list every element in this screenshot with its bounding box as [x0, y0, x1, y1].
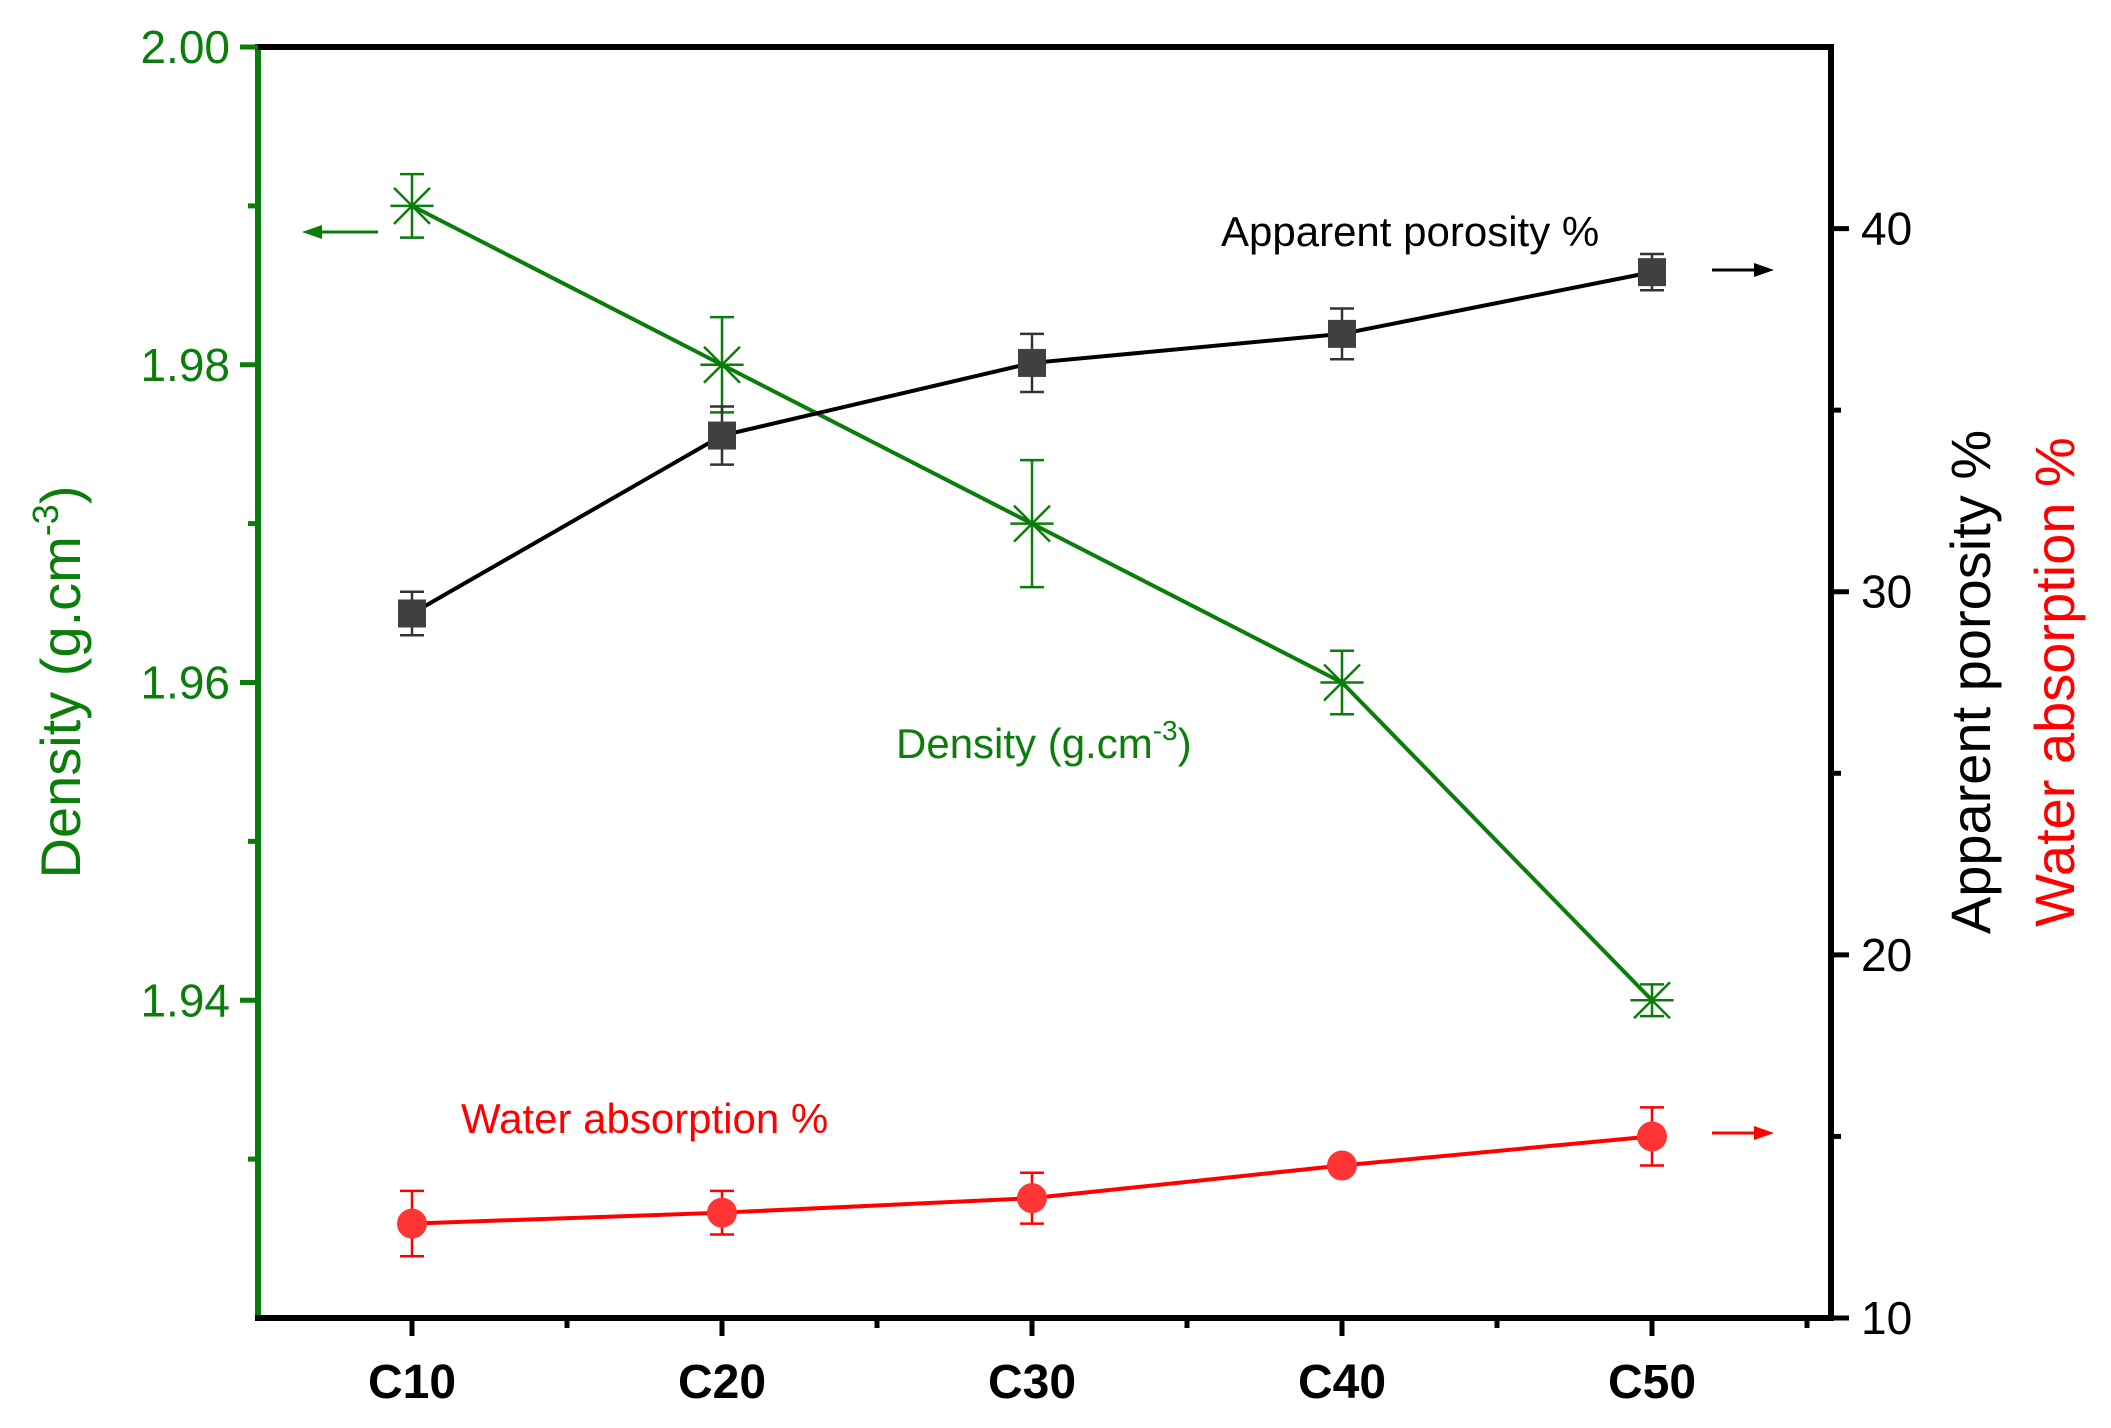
density-point: [390, 186, 434, 225]
porosity-annotation: Apparent porosity %: [1221, 208, 1599, 255]
density-annotation-sup: -3: [1153, 715, 1178, 746]
water-absorption-axis-arrow: [1712, 1126, 1774, 1140]
density-series: [390, 172, 1674, 1020]
density-annotation-close: ): [1178, 720, 1192, 767]
right-tick-label: 20: [1861, 929, 1912, 981]
left-axis-title-sup: -3: [25, 504, 66, 536]
x-tick-label: C20: [678, 1356, 766, 1409]
density-point: [1630, 981, 1674, 1020]
right-axis-title-water-absorption: Water absorption %: [2023, 437, 2086, 927]
water-absorption-series: [397, 1106, 1667, 1258]
water-absorption-point: [1637, 1121, 1667, 1152]
left-tick-label: 1.96: [140, 657, 230, 709]
right-tick-label: 30: [1861, 566, 1912, 618]
density-point: [1320, 663, 1364, 702]
right-axis-title-porosity: Apparent porosity %: [1939, 430, 2002, 934]
x-tick-label: C40: [1298, 1356, 1386, 1409]
water-absorption-point: [707, 1197, 737, 1228]
porosity-point: [1018, 348, 1046, 377]
water-absorption-point: [397, 1208, 427, 1239]
porosity-point: [708, 421, 736, 450]
density-line: [411, 204, 1654, 1002]
left-tick-label: 2.00: [140, 21, 230, 73]
x-axis-ticks: C10 C20 C30 C40 C50: [368, 1318, 1810, 1409]
water-absorption-point: [1017, 1183, 1047, 1214]
water-absorption-annotation: Water absorption %: [461, 1095, 828, 1142]
porosity-series: [398, 252, 1666, 637]
density-point: [1010, 504, 1054, 543]
right-axis-ticks: 10 20 30 40: [1831, 203, 1912, 1344]
porosity-axis-arrow: [1712, 263, 1774, 277]
x-tick-label: C30: [988, 1356, 1076, 1409]
left-axis-title-text: Density (g.cm: [29, 536, 92, 878]
right-tick-label: 40: [1861, 203, 1912, 255]
porosity-point: [398, 599, 426, 628]
porosity-point: [1638, 258, 1666, 287]
density-point: [700, 345, 744, 384]
water-absorption-point: [1327, 1150, 1357, 1181]
left-axis-ticks: 1.94 1.96 1.98 2.00: [140, 21, 258, 1162]
density-annotation-text: Density (g.cm: [896, 720, 1153, 767]
density-axis-arrow: [302, 225, 378, 239]
left-tick-label: 1.98: [140, 339, 230, 391]
left-axis-title: Density (g.cm-3): [25, 486, 92, 879]
right-tick-label: 10: [1861, 1292, 1912, 1344]
density-annotation: Density (g.cm-3): [896, 715, 1192, 767]
left-axis-title-close: ): [29, 486, 92, 505]
x-tick-label: C10: [368, 1356, 456, 1409]
left-tick-label: 1.94: [140, 974, 230, 1026]
porosity-point: [1328, 319, 1356, 348]
x-tick-label: C50: [1608, 1356, 1696, 1409]
series-layer: [390, 172, 1674, 1258]
